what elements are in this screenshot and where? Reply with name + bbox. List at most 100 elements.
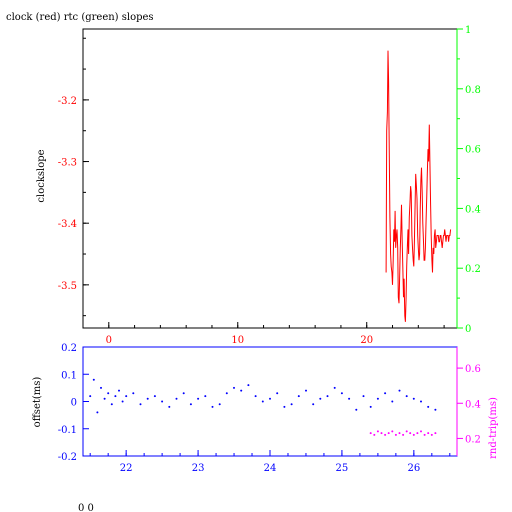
- round-trip-point: [380, 432, 383, 435]
- clock-slope-chart: -3.2 -3.3 -3.4 -3.5 0 10 20 0 0.2 0.4 0.6 0.8 1 cl…: [36, 25, 481, 346]
- offset-point: [319, 397, 322, 400]
- offset-point: [225, 392, 228, 395]
- offset-point: [276, 392, 279, 395]
- offset-point: [132, 392, 135, 395]
- bottom-x-tick-label: 25: [336, 463, 349, 474]
- top-x-tick-label: 20: [360, 335, 373, 346]
- offset-point: [100, 386, 102, 389]
- offset-point: [125, 395, 128, 398]
- round-trip-point: [409, 432, 412, 435]
- offset-point: [114, 395, 117, 398]
- bottom-right-axis-label: rnd-trip(ms): [488, 397, 499, 459]
- offset-point: [204, 395, 207, 398]
- top-right-tick-label: 0.6: [465, 145, 481, 156]
- round-trip-point: [423, 433, 426, 436]
- offset-point: [118, 389, 120, 392]
- offset-point: [175, 397, 178, 400]
- offset-point: [348, 397, 351, 400]
- top-y-tick-label: -3.3: [58, 158, 77, 169]
- footer-label: 0 0: [78, 503, 94, 512]
- offset-point: [405, 395, 408, 398]
- offset-point: [355, 408, 358, 411]
- clock-slope-line: [385, 50, 452, 322]
- offset-point: [189, 403, 192, 406]
- bottom-right-axis: 0.6 0.4 0.2: [456, 347, 481, 456]
- round-trip-point: [405, 430, 408, 433]
- bottom-y-axis-label: offset(ms): [32, 377, 43, 428]
- top-right-tick-label: 0: [465, 324, 471, 335]
- round-trip-point: [391, 430, 394, 433]
- round-trip-point: [394, 433, 397, 436]
- offset-point: [89, 395, 92, 398]
- round-trip-point: [434, 432, 437, 435]
- bottom-x-tick-label: 22: [120, 463, 133, 474]
- top-y-axis-label: clockslope: [36, 149, 47, 202]
- top-x-axis: 0 10 20: [82, 322, 445, 346]
- chart-title: clock (red) rtc (green) slopes: [6, 12, 154, 23]
- offset-point: [211, 405, 214, 408]
- offset-point: [121, 400, 124, 403]
- offset-point: [412, 397, 415, 400]
- offset-point: [340, 392, 343, 395]
- round-trip-point: [412, 433, 415, 436]
- round-trip-point: [430, 433, 433, 436]
- offset-point: [305, 389, 307, 392]
- offset-point: [218, 403, 221, 406]
- round-trip-point: [384, 433, 387, 436]
- top-x-tick-label: 0: [106, 335, 112, 346]
- round-trip-point: [427, 432, 430, 435]
- offset-point: [283, 405, 286, 408]
- round-trip-point: [402, 433, 405, 436]
- round-trip-point: [416, 432, 419, 435]
- offset-point: [168, 405, 171, 408]
- offset-point: [369, 405, 372, 408]
- round-trip-point: [420, 430, 422, 433]
- bottom-right-tick-label: 0.2: [465, 434, 481, 445]
- bottom-right-tick-label: 0.6: [465, 364, 481, 375]
- bottom-x-tick-label: 24: [264, 463, 277, 474]
- top-right-tick-label: 1: [465, 25, 471, 36]
- offset-point: [326, 395, 329, 398]
- offset-point: [161, 400, 164, 403]
- offset-point: [312, 403, 315, 406]
- bottom-series-group: [89, 378, 437, 436]
- offset-point: [297, 395, 300, 398]
- bottom-y-tick-label: 0.2: [61, 343, 77, 354]
- offset-point: [92, 378, 95, 381]
- top-y-tick-label: -3.5: [58, 281, 77, 292]
- offset-point: [384, 392, 387, 395]
- offset-point: [233, 386, 235, 389]
- offset-point: [261, 400, 264, 403]
- offset-point: [182, 392, 185, 395]
- offset-point: [139, 403, 142, 406]
- top-y-tick-label: -3.4: [58, 219, 77, 230]
- offset-point: [333, 386, 336, 389]
- bottom-y-axis: 0.2 0.1 0 -0.1 -0.2: [58, 343, 89, 463]
- offset-point: [146, 397, 149, 400]
- offset-point: [434, 408, 437, 411]
- offset-point: [376, 397, 379, 400]
- offset-point: [362, 395, 365, 398]
- top-plot-frame: [82, 28, 458, 329]
- bottom-x-tick-label: 23: [192, 463, 205, 474]
- offset-point: [107, 392, 110, 395]
- offset-point: [420, 400, 422, 403]
- offset-point: [110, 403, 113, 406]
- bottom-x-axis: 22 23 24 25 26: [89, 450, 451, 474]
- round-trip-point: [369, 432, 372, 435]
- bottom-y-tick-label: 0: [71, 398, 77, 409]
- offset-point: [197, 397, 200, 400]
- top-series-group: [385, 50, 452, 322]
- offset-point: [103, 397, 106, 400]
- top-right-tick-label: 0.2: [465, 264, 481, 275]
- round-trip-point: [376, 430, 379, 433]
- offset-point: [153, 395, 156, 398]
- bottom-y-tick-label: 0.1: [61, 370, 77, 381]
- offset-point: [290, 403, 293, 406]
- top-right-tick-label: 0.4: [465, 204, 481, 215]
- round-trip-point: [387, 432, 390, 435]
- bottom-right-tick-label: 0.4: [465, 399, 481, 410]
- bottom-y-tick-label: -0.1: [58, 425, 77, 436]
- bottom-x-tick-label: 26: [407, 463, 420, 474]
